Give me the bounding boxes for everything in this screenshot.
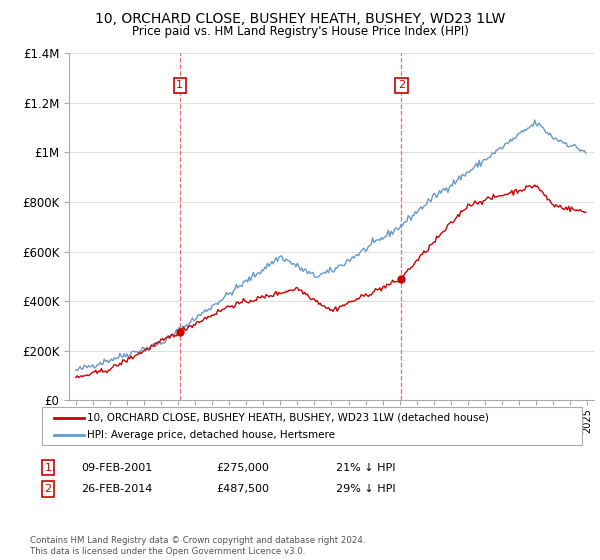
Text: 09-FEB-2001: 09-FEB-2001: [81, 463, 152, 473]
Text: 10, ORCHARD CLOSE, BUSHEY HEATH, BUSHEY, WD23 1LW (detached house): 10, ORCHARD CLOSE, BUSHEY HEATH, BUSHEY,…: [87, 413, 489, 423]
Text: £275,000: £275,000: [216, 463, 269, 473]
Text: 1: 1: [44, 463, 52, 473]
Text: 10, ORCHARD CLOSE, BUSHEY HEATH, BUSHEY, WD23 1LW: 10, ORCHARD CLOSE, BUSHEY HEATH, BUSHEY,…: [95, 12, 505, 26]
Text: £487,500: £487,500: [216, 484, 269, 494]
Text: Contains HM Land Registry data © Crown copyright and database right 2024.
This d: Contains HM Land Registry data © Crown c…: [30, 536, 365, 556]
Text: 1: 1: [176, 81, 183, 90]
Text: HPI: Average price, detached house, Hertsmere: HPI: Average price, detached house, Hert…: [87, 430, 335, 440]
Text: 26-FEB-2014: 26-FEB-2014: [81, 484, 152, 494]
Text: 21% ↓ HPI: 21% ↓ HPI: [336, 463, 395, 473]
Text: Price paid vs. HM Land Registry's House Price Index (HPI): Price paid vs. HM Land Registry's House …: [131, 25, 469, 38]
Text: 2: 2: [44, 484, 52, 494]
Text: 2: 2: [398, 81, 405, 90]
Text: 29% ↓ HPI: 29% ↓ HPI: [336, 484, 395, 494]
